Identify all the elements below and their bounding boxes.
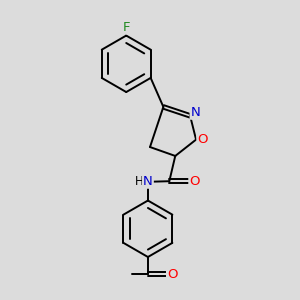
Text: O: O <box>189 175 200 188</box>
Text: N: N <box>190 106 200 119</box>
Text: O: O <box>197 133 208 146</box>
Text: O: O <box>167 268 178 281</box>
Text: N: N <box>143 175 153 188</box>
Text: H: H <box>135 175 144 188</box>
Text: F: F <box>122 21 130 34</box>
